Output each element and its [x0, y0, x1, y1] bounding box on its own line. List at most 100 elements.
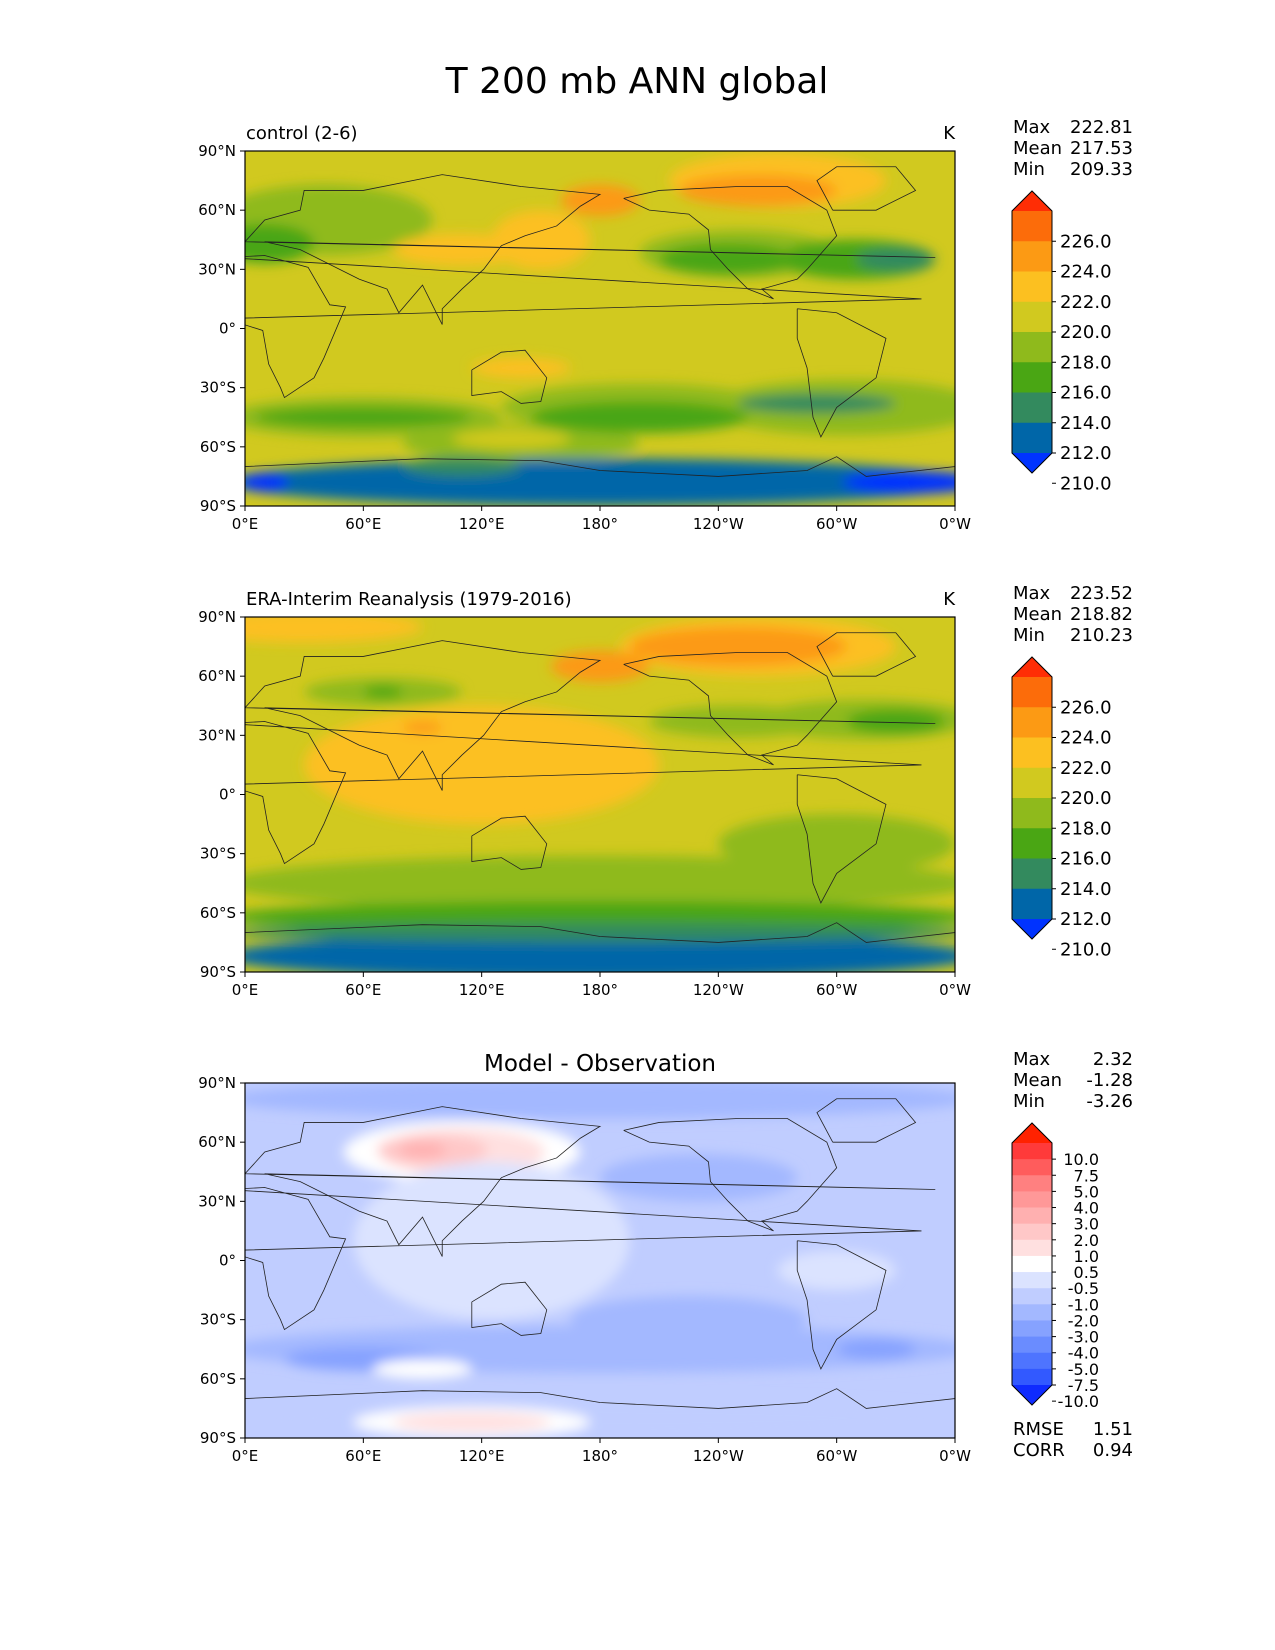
colorbar-segment [1012, 767, 1052, 799]
y-tick-label: 30°S [200, 845, 236, 863]
colorbar-extend-min [1012, 919, 1052, 939]
colorbar-tick-label: 214.0 [1060, 413, 1112, 434]
colorbar-segment [1012, 1159, 1052, 1176]
contour-region [530, 401, 748, 434]
contour-region [402, 456, 522, 477]
coastline [245, 1187, 922, 1331]
x-tick-label: 60°W [816, 515, 858, 533]
colorbar-tick-label: 10.0 [1063, 1150, 1099, 1169]
colorbar-segment [1012, 1175, 1052, 1192]
x-tick-label: 180° [582, 981, 618, 999]
stat-label: Mean [1013, 1070, 1062, 1091]
colorbar-segment [1012, 1368, 1052, 1386]
coastline [245, 1388, 955, 1409]
colorbar-segment [1012, 1143, 1052, 1160]
x-tick-label: 0°E [232, 515, 259, 533]
colorbar-segment [1012, 1352, 1052, 1370]
stat-value: 222.81 [1070, 117, 1133, 138]
panel-left-title: ERA-Interim Reanalysis (1979-2016) [246, 589, 572, 610]
coastlines [245, 1098, 955, 1409]
colorbar-tick-label: -2.0 [1068, 1311, 1099, 1330]
contour-region [491, 210, 591, 270]
contour-region [777, 1250, 896, 1291]
contour-region [245, 223, 315, 264]
contour-region [836, 1339, 916, 1360]
y-tick-label: 60°N [198, 201, 236, 219]
y-tick-label: 0° [219, 786, 236, 804]
colorbar-segment [1012, 301, 1052, 333]
coastline [796, 1240, 887, 1370]
panel-units: K [943, 123, 956, 144]
x-tick-label: 60°E [345, 981, 381, 999]
y-tick-label: 90°S [200, 1429, 236, 1447]
y-tick-label: 30°S [200, 1311, 236, 1329]
figure-title: T 200 mb ANN global [445, 61, 829, 102]
y-tick-label: 60°S [200, 438, 236, 456]
colorbar-extend-min [1012, 453, 1052, 473]
coastlines [245, 632, 955, 943]
contour-region [659, 243, 798, 276]
colorbar-tick-label: 214.0 [1060, 879, 1112, 900]
contour-region [245, 922, 955, 943]
coastline [245, 640, 936, 791]
coastline [471, 1281, 548, 1336]
colorbar-segment [1012, 707, 1052, 738]
y-tick-label: 90°N [198, 608, 236, 626]
colorbar-tick-label: -5.0 [1068, 1360, 1099, 1379]
colorbar-segment [1012, 392, 1052, 424]
panel-center-title: Model - Observation [484, 1051, 716, 1077]
coastline [816, 1098, 917, 1143]
contour-region [452, 429, 571, 449]
colorbar-tick-label: 7.5 [1074, 1166, 1099, 1185]
colorbar-tick-label: 3.0 [1074, 1215, 1099, 1234]
metric-value: 1.51 [1093, 1419, 1133, 1440]
x-tick-label: 0°W [939, 515, 971, 533]
contour-region [856, 247, 936, 272]
stat-label: Max [1013, 583, 1051, 604]
colorbar-tick-label: -7.5 [1068, 1376, 1099, 1395]
colorbar-tick-label: 218.0 [1060, 352, 1112, 373]
coastline [623, 652, 838, 766]
colorbar-tick-label: 216.0 [1060, 383, 1112, 404]
colorbar-segment [1012, 1255, 1052, 1273]
contour-region [402, 721, 443, 734]
colorbar-segment [1012, 1304, 1052, 1321]
coastline [623, 1118, 838, 1232]
colorbar-extend-max [1012, 191, 1052, 211]
colorbar-tick-label: 226.0 [1060, 231, 1112, 252]
contour-region [738, 393, 896, 414]
coastline [245, 174, 936, 325]
colorbar: 10.07.55.04.03.02.01.00.5-0.5-1.0-2.0-3.… [1011, 1122, 1099, 1411]
stat-label: Min [1013, 1091, 1045, 1112]
stat-label: Min [1013, 159, 1045, 180]
x-tick-label: 120°W [693, 981, 744, 999]
coastline [816, 166, 917, 211]
y-tick-label: 90°S [200, 497, 236, 515]
colorbar-segment [1012, 677, 1052, 708]
contour-region [392, 1412, 551, 1433]
contour-region [353, 1161, 630, 1320]
colorbar-segment [1012, 888, 1052, 920]
colorbar-tick-label: 226.0 [1060, 697, 1112, 718]
x-tick-label: 120°W [693, 1447, 744, 1465]
colorbar-segment [1012, 1288, 1052, 1305]
stat-value: 209.33 [1070, 159, 1133, 180]
colorbar-extend-min [1012, 1385, 1052, 1405]
coastline [796, 308, 887, 438]
panel-difference: 0°E 60°E 120°E 180° 120°W 60°W 0°W 90°N 60°N 30°N… [198, 1049, 1133, 1465]
contour-region [600, 1154, 798, 1202]
colorbar-tick-label: 210.0 [1060, 939, 1112, 960]
stat-value: -1.28 [1086, 1070, 1133, 1091]
y-tick-label: 60°N [198, 667, 236, 685]
colorbar-segment [1012, 271, 1052, 303]
colorbar-tick-label: 218.0 [1060, 818, 1112, 839]
contour-region [846, 709, 946, 734]
colorbar-segment [1012, 1223, 1052, 1241]
stat-label: Mean [1013, 604, 1062, 625]
colorbar-segment [1012, 1336, 1052, 1354]
panel-units: K [943, 589, 956, 610]
x-tick-label: 60°W [816, 981, 858, 999]
x-tick-label: 0°W [939, 1447, 971, 1465]
colorbar-tick-label: -4.0 [1068, 1344, 1099, 1363]
coastlines [245, 166, 955, 477]
